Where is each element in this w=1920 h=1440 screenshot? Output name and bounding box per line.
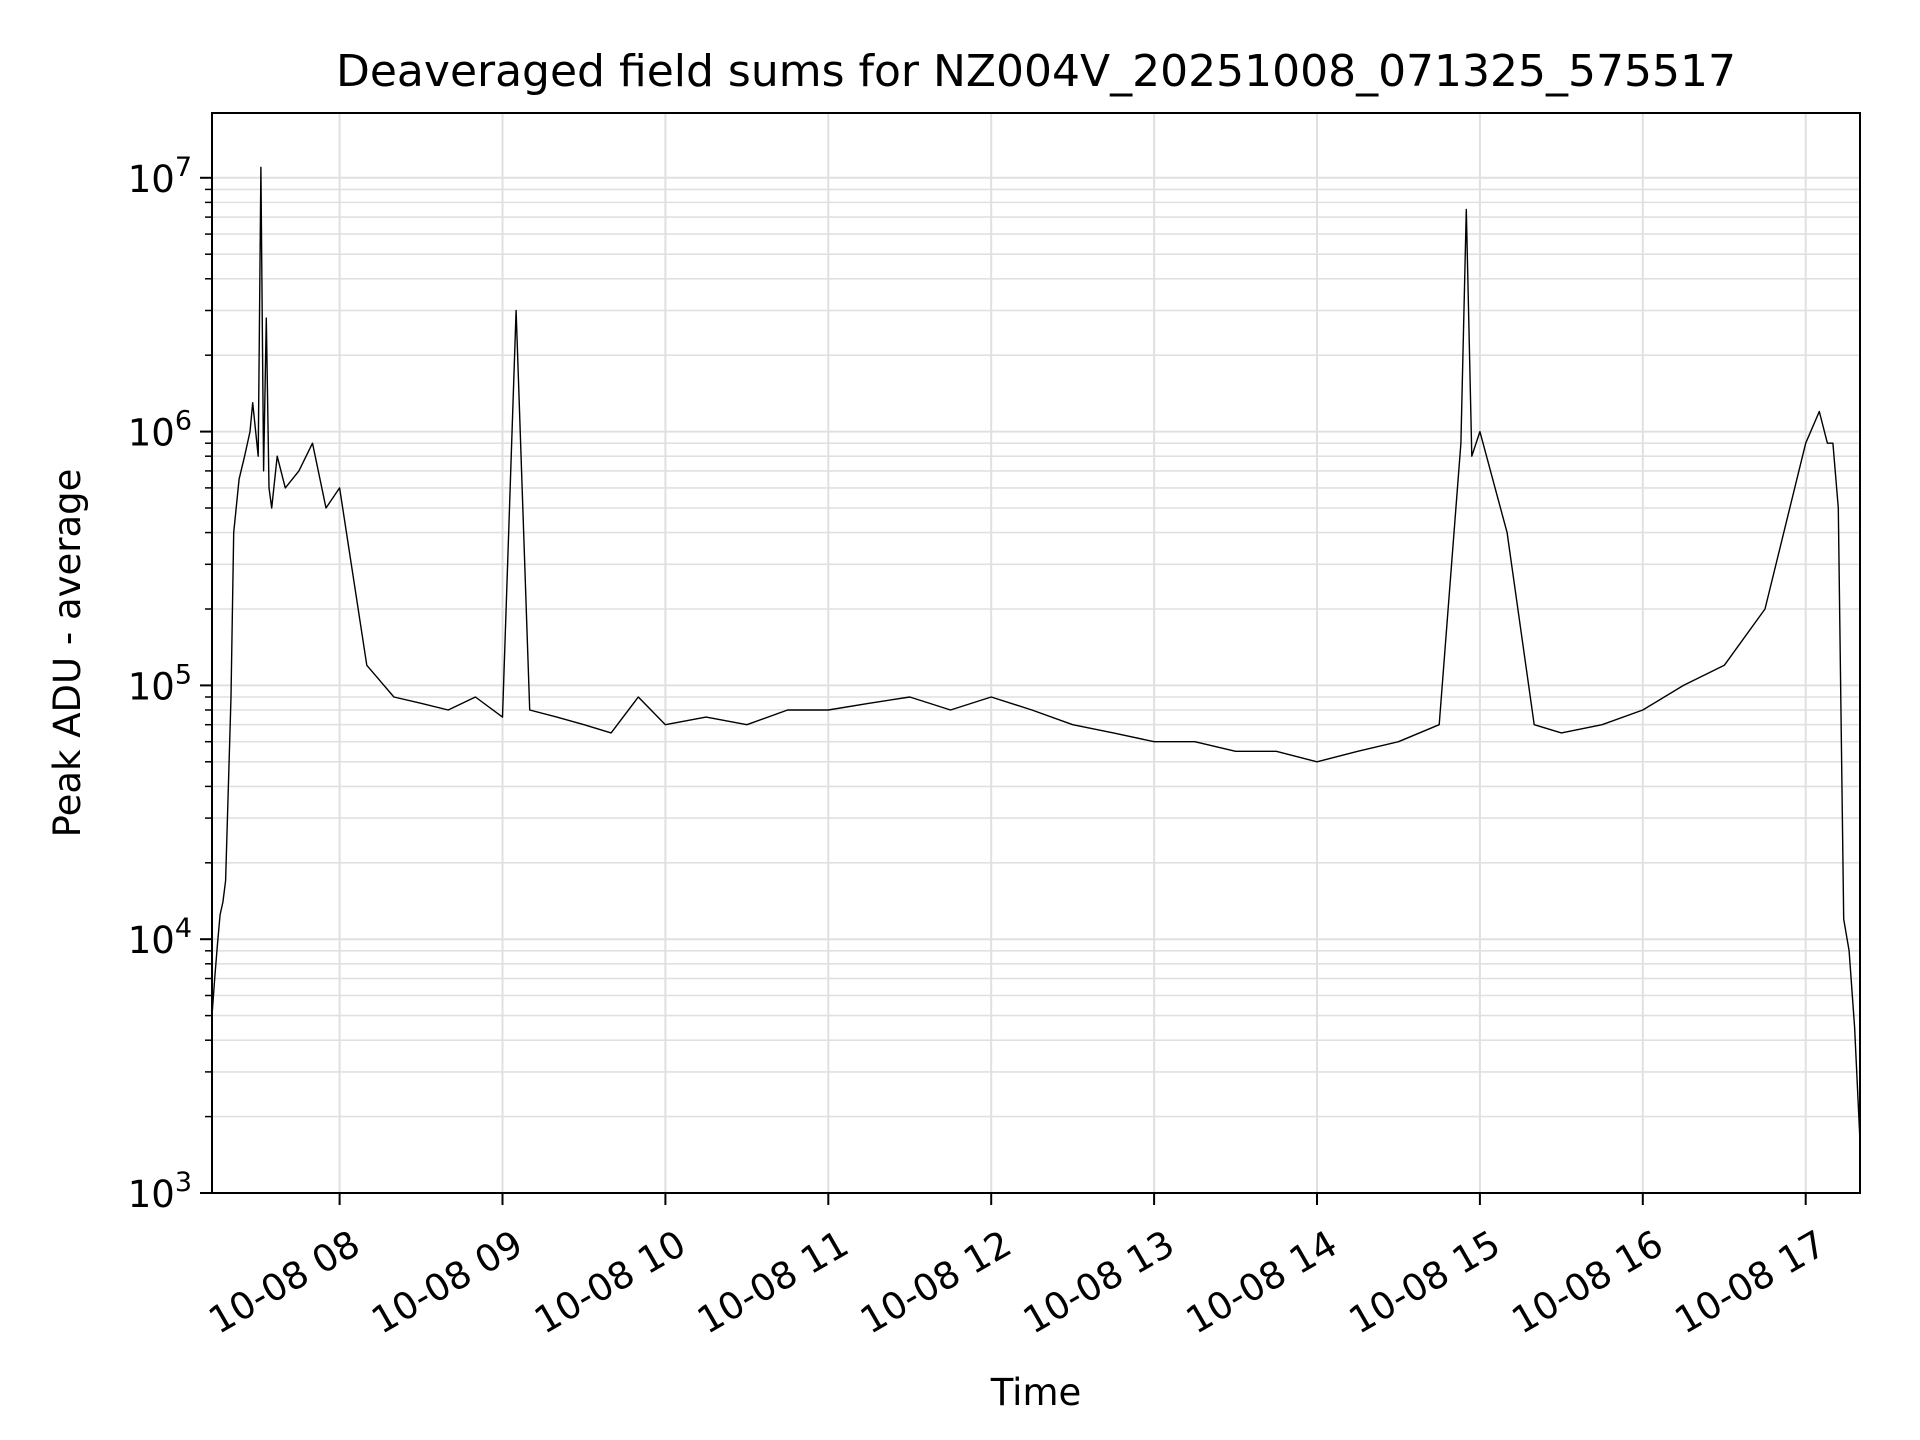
x-axis-label: Time xyxy=(990,1371,1082,1414)
y-tick-label: 104 xyxy=(128,913,192,962)
y-axis-label: Peak ADU - average xyxy=(46,469,89,838)
y-tick-label: 107 xyxy=(128,152,192,201)
plot-area xyxy=(212,166,1860,1142)
grid xyxy=(212,113,1860,1194)
chart-title: Deaveraged field sums for NZ004V_2025100… xyxy=(336,46,1736,97)
y-tick-label: 105 xyxy=(128,659,192,708)
y-tick-label: 103 xyxy=(128,1167,192,1216)
series-line xyxy=(212,166,1860,1142)
y-axis: 103 104 105 106 107 xyxy=(128,152,212,1216)
plot-frame xyxy=(211,112,1861,1194)
y-tick-label: 106 xyxy=(128,406,192,455)
